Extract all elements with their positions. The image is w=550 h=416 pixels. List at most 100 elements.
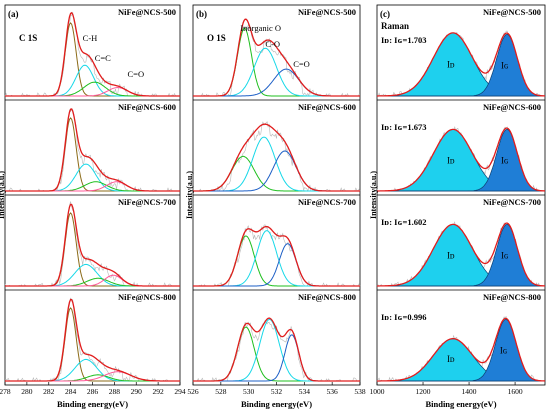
- band-label-d: Iᴅ: [447, 250, 455, 260]
- fit-envelope: [377, 127, 545, 192]
- fit-peak-cyan: [5, 263, 180, 287]
- sample-label: NiFe@NCS-600: [483, 102, 541, 112]
- panel-letter: (b): [196, 9, 207, 19]
- fit-peak-green: [5, 374, 180, 382]
- sample-label: NiFe@NCS-500: [483, 7, 541, 17]
- sample-label: NiFe@NCS-700: [483, 197, 541, 207]
- fit-peak-green: [193, 235, 360, 287]
- x-tick-label: 526: [187, 387, 199, 396]
- raw-spectrum: [4, 11, 180, 98]
- peak-annotation: C-H: [83, 33, 98, 43]
- x-tick-label: 288: [109, 387, 121, 396]
- fit-envelope: [377, 222, 545, 287]
- fit-peak-green: [5, 81, 180, 97]
- panel-a: NiFe@NCS-500 C-H C=C C=O NiFe@NCS-600 NiFe@NC…: [0, 4, 186, 409]
- fit-envelope: [5, 203, 180, 287]
- fit-peak-blue: [193, 243, 360, 287]
- fit-envelope: [377, 32, 545, 97]
- fit-envelope: [193, 317, 360, 382]
- x-tick-label: 1000: [370, 387, 385, 396]
- x-axis-label: Binding energy(eV): [241, 399, 312, 409]
- fit-peak-brown: [5, 212, 180, 287]
- fit-peak-pink: [5, 274, 180, 287]
- fit-peak-cyan: [193, 230, 360, 287]
- y-axis-label: Intensity(a.u.): [369, 171, 378, 219]
- sample-label: NiFe@NCS-700: [118, 197, 176, 207]
- peak-annotation: C=C: [95, 53, 111, 63]
- spectrum-label: O 1S: [207, 33, 226, 43]
- sample-label: NiFe@NCS-600: [118, 102, 176, 112]
- band-label-d: Iᴅ: [447, 60, 455, 70]
- fit-peak-green: [5, 277, 180, 287]
- x-tick-label: 284: [65, 387, 77, 396]
- fit-envelope: [5, 11, 180, 97]
- fit-peak-blue: [193, 150, 360, 192]
- fit-peak-cyan: [193, 47, 360, 97]
- peak-annotation: C-O: [265, 39, 280, 49]
- fit-peak-cyan: [5, 64, 180, 97]
- fit-peak-blue: [193, 334, 360, 382]
- x-tick-label: 528: [215, 387, 227, 396]
- raw-spectrum: [4, 108, 180, 192]
- panel-letter: (c): [380, 9, 390, 19]
- intensity-ratio: Iᴅ: Iɢ=1.602: [381, 217, 426, 227]
- peak-annotation: Inorganic O: [240, 23, 281, 33]
- x-tick-label: 536: [327, 387, 339, 396]
- spectrum-label: Raman: [381, 21, 409, 31]
- fit-peak-cyan: [5, 358, 180, 382]
- x-tick-label: 292: [153, 387, 165, 396]
- intensity-ratio: Iᴅ: Iɢ=1.703: [381, 35, 426, 45]
- sample-label: NiFe@NCS-700: [298, 197, 356, 207]
- y-axis-label: Intensity(a.u.): [185, 171, 194, 219]
- x-tick-label: 532: [271, 387, 283, 396]
- panel-b: NiFe@NCS-500 Inorganic O C-O C=O NiFe@NCS-60…: [185, 4, 366, 409]
- panel-letter: (a): [8, 9, 19, 19]
- x-tick-label: 538: [354, 387, 366, 396]
- x-tick-label: 278: [0, 387, 11, 396]
- peak-annotation: C=O: [128, 69, 145, 79]
- fit-envelope: [377, 317, 546, 382]
- band-label-g: Iɢ: [500, 345, 508, 355]
- y-axis-label: Intensity(a.u.): [0, 171, 6, 219]
- sample-label: NiFe@NCS-800: [118, 292, 176, 302]
- sample-label: NiFe@NCS-500: [298, 7, 356, 17]
- fit-peak-pink: [5, 86, 180, 97]
- fit-peak-blue: [193, 68, 360, 97]
- fit-envelope: [193, 225, 360, 287]
- x-axis-label: Binding energy(eV): [57, 399, 128, 409]
- sample-label: NiFe@NCS-800: [483, 292, 541, 302]
- sample-label: NiFe@NCS-500: [118, 7, 176, 17]
- raw-spectrum: [193, 224, 361, 287]
- band-label-g: Iɢ: [501, 250, 509, 260]
- x-axis-label: Binding energy(eV): [425, 399, 496, 409]
- x-tick-label: 290: [131, 387, 143, 396]
- fit-envelope: [193, 123, 360, 192]
- sample-label: NiFe@NCS-800: [298, 292, 356, 302]
- fit-peak-cyan: [193, 136, 360, 192]
- x-tick-label: 282: [43, 387, 55, 396]
- band-label-d: Iᴅ: [447, 155, 455, 165]
- band-label-g: Iɢ: [501, 60, 509, 70]
- fit-peak-pink: [5, 371, 180, 382]
- x-tick-label: 1200: [416, 387, 431, 396]
- x-tick-label: 286: [87, 387, 99, 396]
- peak-annotation: C=O: [293, 59, 310, 69]
- x-tick-label: 1600: [508, 387, 523, 396]
- fit-envelope: [193, 18, 360, 97]
- panel-c: Iᴅ Iɢ NiFe@NCS-500 Iᴅ: Iɢ=1.703 Iᴅ Iɢ NiFe@NCS…: [369, 4, 546, 409]
- x-tick-label: 280: [21, 387, 33, 396]
- fit-peak-brown: [5, 307, 180, 382]
- raw-spectrum: [4, 201, 180, 287]
- fit-envelope: [5, 298, 180, 382]
- intensity-ratio: Iᴅ: Iɢ=1.673: [381, 122, 426, 132]
- band-label-d: Iᴅ: [447, 354, 455, 364]
- band-label-g: Iɢ: [501, 155, 509, 165]
- x-tick-label: 294: [174, 387, 186, 396]
- fit-peak-brown: [5, 117, 180, 192]
- intensity-ratio: Iᴅ: Iɢ=0.996: [381, 312, 426, 322]
- spectrum-label: C 1S: [19, 33, 37, 43]
- fit-peak-cyan: [5, 163, 180, 192]
- fit-envelope: [5, 108, 180, 192]
- x-tick-label: 1400: [462, 387, 477, 396]
